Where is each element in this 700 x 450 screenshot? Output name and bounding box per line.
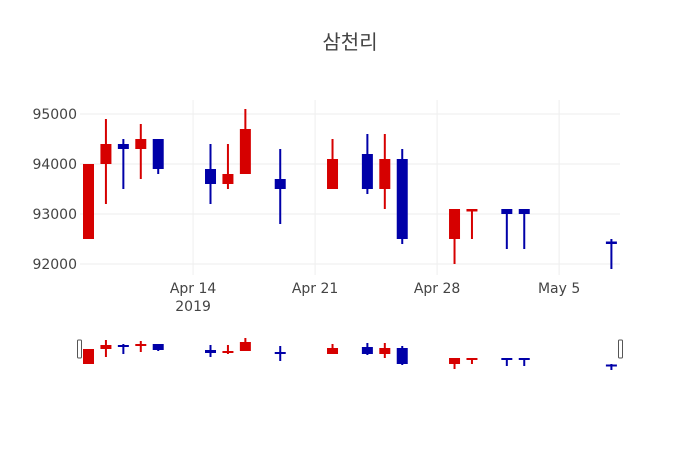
candle-body: [117, 144, 129, 149]
candle[interactable]: [605, 239, 617, 269]
range-slider-candle: [327, 344, 339, 354]
candle[interactable]: [100, 119, 112, 204]
candle-body: [466, 209, 478, 212]
range-slider-candle: [152, 344, 164, 351]
candle[interactable]: [327, 139, 339, 189]
range-slider[interactable]: [77, 338, 623, 370]
candle-body: [135, 139, 147, 149]
candles[interactable]: [83, 109, 617, 269]
candle-body: [222, 174, 234, 184]
x-tick-label: 2019: [175, 299, 211, 315]
candle-body: [605, 241, 617, 244]
candle-body: [274, 179, 286, 189]
candle-body: [379, 159, 391, 189]
x-tick-label: May 5: [538, 281, 580, 297]
range-slider-candle: [379, 343, 391, 358]
candle-body: [501, 209, 513, 214]
x-tick-label: Apr 21: [292, 281, 338, 297]
range-slider-candle: [466, 358, 478, 364]
candle-body: [327, 159, 339, 189]
range-slider-candle: [135, 341, 147, 352]
candle-body: [361, 154, 373, 189]
candle[interactable]: [501, 209, 513, 249]
range-slider-candle: [205, 345, 217, 357]
range-slider-candle: [449, 358, 461, 369]
candle[interactable]: [222, 144, 234, 189]
candle[interactable]: [518, 209, 530, 249]
y-tick-label: 95000: [32, 107, 77, 123]
candle-body: [152, 139, 164, 169]
x-gridlines: [192, 100, 560, 275]
candle[interactable]: [396, 149, 408, 244]
candle-body: [239, 129, 251, 174]
x-tick-label: Apr 28: [414, 281, 460, 297]
range-slider-candles: [83, 338, 617, 370]
candle[interactable]: [449, 209, 461, 264]
candle[interactable]: [274, 149, 286, 224]
candle-body: [518, 209, 530, 214]
range-slider-candle: [239, 338, 251, 351]
range-slider-candle: [518, 358, 530, 366]
range-slider-candle: [605, 364, 617, 370]
candle-body: [100, 144, 112, 164]
candle[interactable]: [135, 124, 147, 179]
range-slider-candle: [501, 358, 513, 366]
range-slider-right-handle[interactable]: [618, 339, 623, 359]
x-tick-label: Apr 14: [170, 281, 217, 297]
candle[interactable]: [361, 134, 373, 194]
candle[interactable]: [466, 209, 478, 239]
candle-body: [396, 159, 408, 239]
candle[interactable]: [379, 134, 391, 209]
x-axis: Apr 14 2019 Apr 21 Apr 28 May 5: [170, 281, 580, 315]
y-gridlines: [80, 113, 620, 265]
range-slider-left-handle[interactable]: [77, 339, 82, 359]
range-slider-candle: [274, 346, 286, 361]
candle[interactable]: [117, 139, 129, 189]
y-axis: 92000 93000 94000 95000: [32, 107, 77, 273]
candle-body: [83, 164, 94, 239]
range-slider-candle: [222, 345, 234, 354]
range-slider-candle: [117, 344, 129, 354]
candle[interactable]: [152, 139, 164, 174]
range-slider-candle: [100, 340, 112, 357]
range-slider-candle: [361, 343, 373, 355]
y-tick-label: 93000: [32, 207, 77, 223]
y-tick-label: 94000: [32, 157, 77, 173]
y-tick-label: 92000: [32, 257, 77, 273]
candle-body: [205, 169, 217, 184]
range-slider-candle: [83, 349, 94, 364]
range-slider-candle: [396, 346, 408, 365]
candle[interactable]: [205, 144, 217, 204]
candle[interactable]: [239, 109, 251, 174]
candle-body: [449, 209, 461, 239]
candle[interactable]: [83, 164, 94, 239]
chart-title: 삼천리: [322, 30, 377, 54]
